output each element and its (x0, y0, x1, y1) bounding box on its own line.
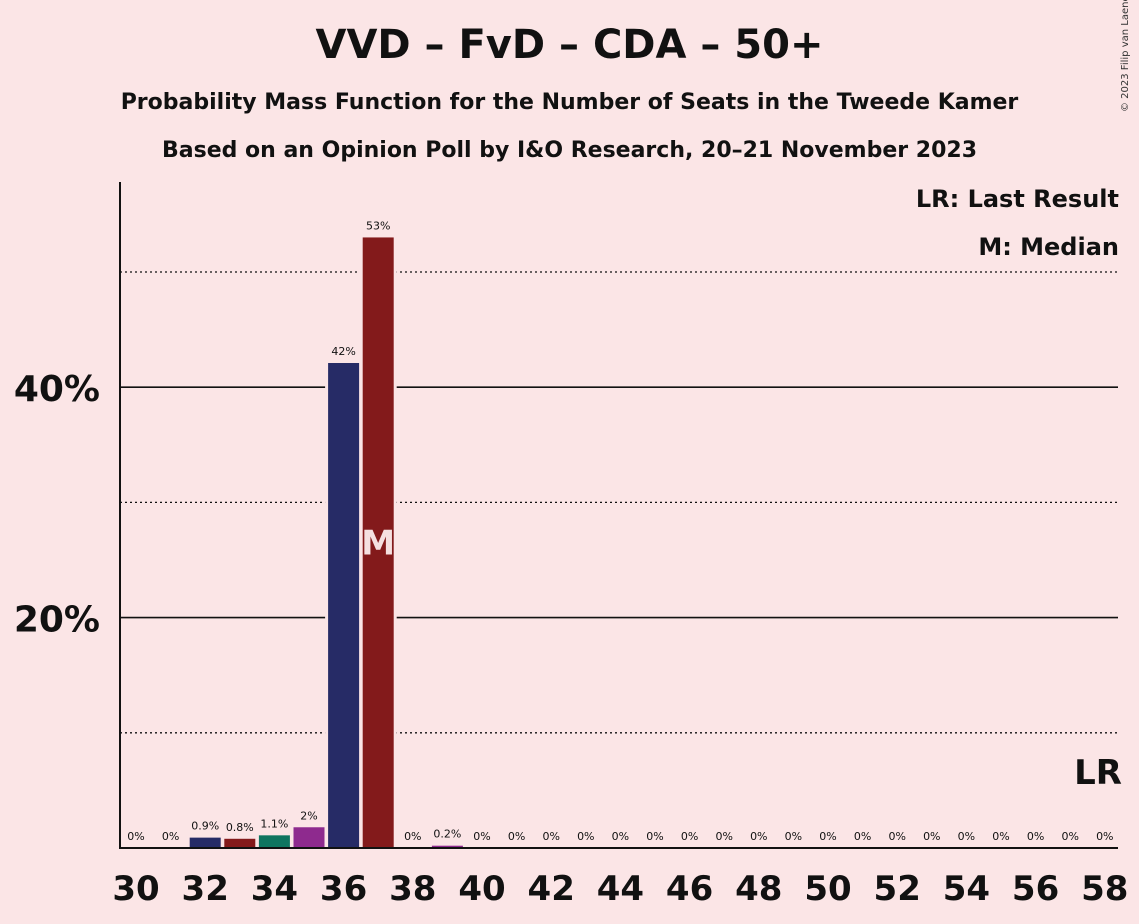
bar-halo (428, 842, 466, 848)
bar-value-label: 0% (785, 830, 802, 843)
x-tick-label: 48 (735, 869, 782, 909)
legend-last-result: LR: Last Result (915, 185, 1119, 213)
x-tick-label: 38 (389, 869, 436, 909)
y-tick-label: 40% (14, 369, 100, 410)
bar-value-label: 42% (331, 345, 355, 358)
bar-value-label: 0% (473, 830, 490, 843)
bar-value-label: 0% (508, 830, 525, 843)
x-tick-label: 44 (597, 869, 644, 909)
x-tick-label: 56 (1012, 869, 1059, 909)
bar-value-label: 0.9% (191, 820, 219, 833)
x-tick-label: 58 (1081, 869, 1128, 909)
x-tick-label: 40 (458, 869, 505, 909)
bar-seat-37 (362, 237, 394, 848)
y-tick-label: 20% (14, 600, 100, 641)
bar-value-label: 0% (162, 830, 179, 843)
bar-value-label: 0% (854, 830, 871, 843)
bar-value-label: 0% (888, 830, 905, 843)
x-tick-label: 36 (320, 869, 367, 909)
x-tick-label: 52 (874, 869, 921, 909)
x-tick-label: 46 (666, 869, 713, 909)
bar-value-label: 0% (715, 830, 732, 843)
chart-title: VVD – FvD – CDA – 50+ (315, 22, 824, 68)
bar-value-label: 0% (127, 830, 144, 843)
bar-value-label: 0% (1096, 830, 1113, 843)
bar-value-label: 0% (542, 830, 559, 843)
bar-value-label: 0% (681, 830, 698, 843)
x-tick-label: 50 (804, 869, 851, 909)
bar-seat-36 (328, 363, 360, 848)
bar-value-label: 0% (612, 830, 629, 843)
chart-subtitle-source: Based on an Opinion Poll by I&O Research… (161, 138, 978, 163)
last-result-marker: LR (1074, 753, 1122, 793)
bar-value-label: 0% (577, 830, 594, 843)
bar-seat-33 (224, 838, 256, 848)
bar-value-label: 0% (646, 830, 663, 843)
bar-value-label: 0% (1061, 830, 1078, 843)
legend-median: M: Median (978, 233, 1119, 261)
median-marker: M (361, 524, 395, 564)
x-tick-label: 42 (528, 869, 575, 909)
bar-value-label: 0% (404, 830, 421, 843)
x-tick-label: 30 (112, 869, 159, 909)
x-tick-label: 34 (251, 869, 298, 909)
bar-value-label: 0.8% (226, 821, 254, 834)
bar-value-label: 1.1% (260, 817, 288, 830)
bar-value-label: 0% (958, 830, 975, 843)
bar-seat-39 (431, 845, 463, 848)
bar-seat-35 (293, 827, 325, 848)
bar-value-label: 0% (819, 830, 836, 843)
bar-seat-34 (258, 835, 290, 848)
bar-seat-32 (189, 837, 221, 848)
bar-value-label: 53% (366, 219, 390, 232)
chart-subtitle: Probability Mass Function for the Number… (120, 90, 1019, 115)
x-tick-label: 54 (943, 869, 990, 909)
bar-value-label: 0% (750, 830, 767, 843)
bar-value-label: 0% (923, 830, 940, 843)
x-tick-label: 32 (182, 869, 229, 909)
bar-value-label: 2% (300, 809, 317, 822)
bar-value-label: 0.2% (433, 828, 461, 841)
bar-value-label: 0% (992, 830, 1009, 843)
bar-value-label: 0% (1027, 830, 1044, 843)
